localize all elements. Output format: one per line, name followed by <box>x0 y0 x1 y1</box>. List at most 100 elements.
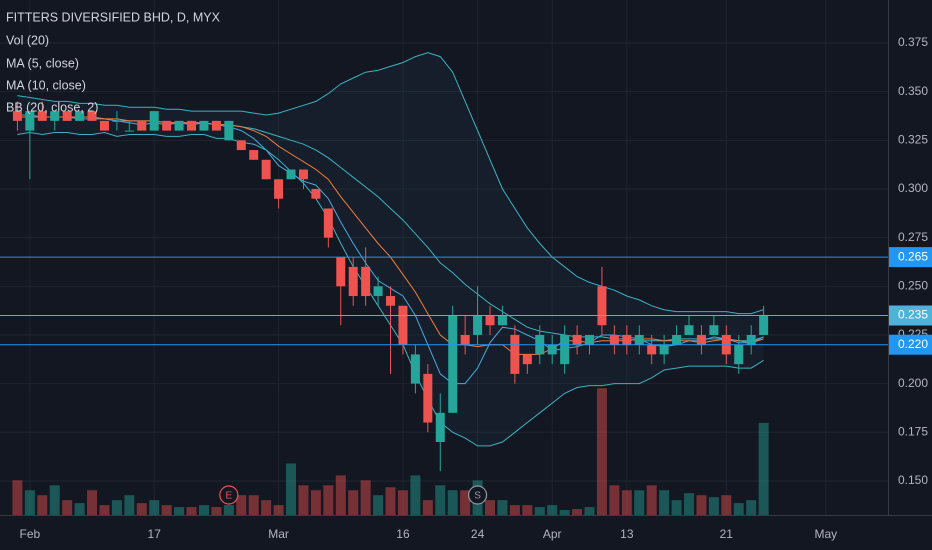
x-tick-label: May <box>814 527 837 541</box>
candle-body <box>423 373 433 423</box>
volume-bar <box>261 500 272 515</box>
y-tick-label: 0.350 <box>898 84 928 98</box>
candle-body <box>162 120 172 131</box>
legend-entry: Vol (20) <box>6 33 49 47</box>
candle-body <box>137 120 147 131</box>
volume-bar <box>323 485 334 515</box>
candle-body <box>124 130 134 132</box>
volume-bar <box>435 485 446 515</box>
x-tick-label: 24 <box>471 527 485 541</box>
candle-body <box>759 315 769 335</box>
volume-bar <box>298 485 309 515</box>
candle-body <box>547 344 557 355</box>
x-tick-label: 21 <box>720 527 734 541</box>
candle-body <box>75 111 85 121</box>
volume-bar <box>385 487 396 515</box>
volume-bar <box>671 500 682 515</box>
volume-bar <box>634 490 645 515</box>
candle-body <box>634 334 644 345</box>
candle-body <box>510 334 520 374</box>
candle-body <box>609 334 619 345</box>
x-tick-label: 16 <box>396 527 410 541</box>
y-tick-label: 0.325 <box>898 133 928 147</box>
candle-body <box>25 111 35 131</box>
candle-body <box>684 325 694 335</box>
candle-body <box>87 111 97 121</box>
y-tick-label: 0.175 <box>898 424 928 438</box>
candle-body <box>336 257 346 287</box>
legend: FITTERS DIVERSIFIED BHD, D, MYX Vol (20)… <box>6 10 221 114</box>
volume-bar <box>596 388 607 515</box>
volume-bar <box>87 490 98 515</box>
volume-bar <box>223 505 234 515</box>
candle-body <box>522 354 532 365</box>
volume-bar <box>733 503 744 515</box>
candle-body <box>410 354 420 384</box>
price-label: 0.235 <box>898 308 928 322</box>
candle-body <box>373 286 383 297</box>
price-label: 0.220 <box>898 337 928 351</box>
candle-body <box>647 344 657 355</box>
volume-bar <box>659 490 670 515</box>
volume-bar <box>273 505 284 515</box>
candle-body <box>386 296 396 306</box>
price-label-box <box>889 247 932 268</box>
volume-bar <box>758 422 769 515</box>
y-tick-label: 0.275 <box>898 230 928 244</box>
volume-bar <box>24 490 35 515</box>
candle-body <box>497 315 507 326</box>
price-label-box <box>889 334 932 355</box>
candle-body <box>323 208 333 238</box>
candle-body <box>672 334 682 345</box>
volume-bar <box>174 507 185 515</box>
candle-body <box>485 315 495 326</box>
candle-body <box>659 344 669 355</box>
volume-bar <box>236 495 247 515</box>
volume-bar <box>621 490 632 515</box>
volume-bar <box>136 503 147 515</box>
candle-body <box>311 188 321 199</box>
volume-bar <box>609 485 620 515</box>
candle-body <box>585 334 595 345</box>
legend-entry: BB (20, close, 2) <box>6 100 98 114</box>
candle-body <box>560 334 570 365</box>
y-tick-label: 0.375 <box>898 35 928 49</box>
volume-bar <box>497 500 508 515</box>
volume-bar <box>111 500 122 515</box>
volume-bar <box>684 493 695 515</box>
event-label: E <box>226 491 233 502</box>
candle-body <box>62 111 72 121</box>
volume-bar <box>198 505 209 515</box>
volume-bar <box>547 505 558 515</box>
x-tick-label: Feb <box>20 527 41 541</box>
candle-body <box>398 305 408 345</box>
candle-body <box>709 325 719 335</box>
candle-body <box>99 120 109 131</box>
volume-bar <box>124 495 135 515</box>
volume-bar <box>397 490 408 515</box>
volume-bar <box>460 490 471 515</box>
volume-bar <box>447 490 458 515</box>
candle-body <box>112 120 122 122</box>
candle-body <box>473 315 483 335</box>
x-tick-label: Apr <box>543 527 562 541</box>
price-label-box <box>889 305 932 326</box>
volume-bar <box>509 505 520 515</box>
candle-body <box>37 111 47 121</box>
candle-body <box>696 334 706 345</box>
candle-body <box>286 169 296 180</box>
volume-bar <box>161 505 172 515</box>
volume-bar <box>373 495 384 515</box>
candle-body <box>274 179 284 199</box>
volume-bar <box>49 485 60 515</box>
candle-body <box>187 120 197 131</box>
candle-body <box>460 334 470 345</box>
candle-body <box>746 334 756 345</box>
x-tick-label: 13 <box>620 527 634 541</box>
y-tick-label: 0.250 <box>898 278 928 292</box>
candle-body <box>298 169 308 180</box>
candle-body <box>448 315 458 413</box>
volume-bar <box>559 510 570 515</box>
